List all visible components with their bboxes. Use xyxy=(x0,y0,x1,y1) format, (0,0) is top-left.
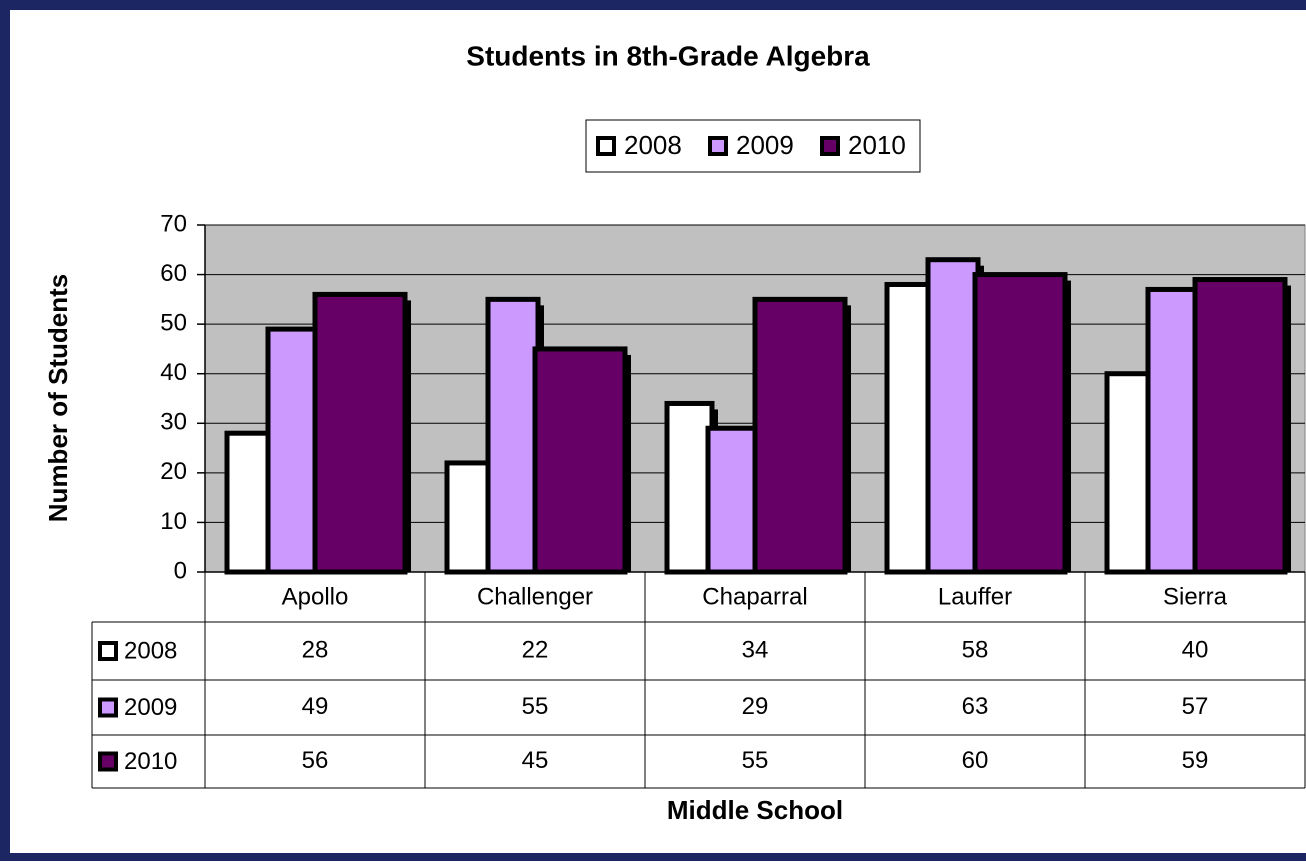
bar xyxy=(1192,277,1288,575)
table-value: 28 xyxy=(302,636,329,663)
y-tick-label: 60 xyxy=(160,260,187,287)
y-tick-label: 10 xyxy=(160,508,187,535)
bar xyxy=(485,296,541,575)
table-value: 55 xyxy=(522,693,549,720)
bar xyxy=(265,326,321,575)
x-tick-label: Chaparral xyxy=(702,583,807,610)
x-tick-label: Lauffer xyxy=(938,583,1012,610)
bar xyxy=(664,400,715,575)
bar xyxy=(1145,286,1201,575)
table-value: 55 xyxy=(742,747,769,774)
table-row-label: 2008 xyxy=(124,637,177,664)
bar xyxy=(312,291,408,575)
legend-key xyxy=(708,136,728,156)
bar xyxy=(532,346,628,575)
x-tick-label: Sierra xyxy=(1163,583,1228,610)
y-tick-label: 70 xyxy=(160,210,187,237)
legend-label: 2010 xyxy=(848,130,906,160)
bar xyxy=(884,281,935,575)
y-tick-label: 20 xyxy=(160,458,187,485)
y-axis-title: Number of Students xyxy=(43,274,73,522)
table-value: 56 xyxy=(302,747,329,774)
x-tick-label: Apollo xyxy=(282,583,349,610)
table-value: 22 xyxy=(522,636,549,663)
x-tick-label: Challenger xyxy=(477,583,593,610)
legend-label: 2008 xyxy=(624,130,682,160)
y-tick-label: 0 xyxy=(174,557,187,584)
bar xyxy=(1104,371,1155,575)
x-axis-title: Middle School xyxy=(667,795,843,825)
table-value: 40 xyxy=(1182,636,1209,663)
table-value: 58 xyxy=(962,636,989,663)
legend-label: 2009 xyxy=(736,130,794,160)
legend-key xyxy=(820,136,840,156)
bar xyxy=(224,430,275,575)
table-value: 63 xyxy=(962,693,989,720)
y-tick-label: 40 xyxy=(160,359,187,386)
table-value: 49 xyxy=(302,693,329,720)
table-value: 57 xyxy=(1182,693,1209,720)
table-value: 29 xyxy=(742,693,769,720)
table-row-label: 2010 xyxy=(124,748,177,775)
table-row-label: 2009 xyxy=(124,694,177,721)
legend-key xyxy=(596,136,616,156)
table-value: 45 xyxy=(522,747,549,774)
table-legend-key xyxy=(98,697,118,718)
legend-box xyxy=(585,119,921,173)
table-value: 59 xyxy=(1182,747,1209,774)
bar xyxy=(925,257,981,575)
table-legend-key xyxy=(98,751,118,772)
table-value: 34 xyxy=(742,636,769,663)
bar xyxy=(972,272,1068,575)
table-legend-key xyxy=(98,641,118,661)
table-value: 60 xyxy=(962,747,989,774)
bar xyxy=(705,425,761,575)
y-tick-label: 50 xyxy=(160,309,187,336)
chart-title: Students in 8th-Grade Algebra xyxy=(466,40,870,71)
bar xyxy=(752,296,848,575)
bar xyxy=(444,460,495,575)
y-tick-label: 30 xyxy=(160,409,187,436)
